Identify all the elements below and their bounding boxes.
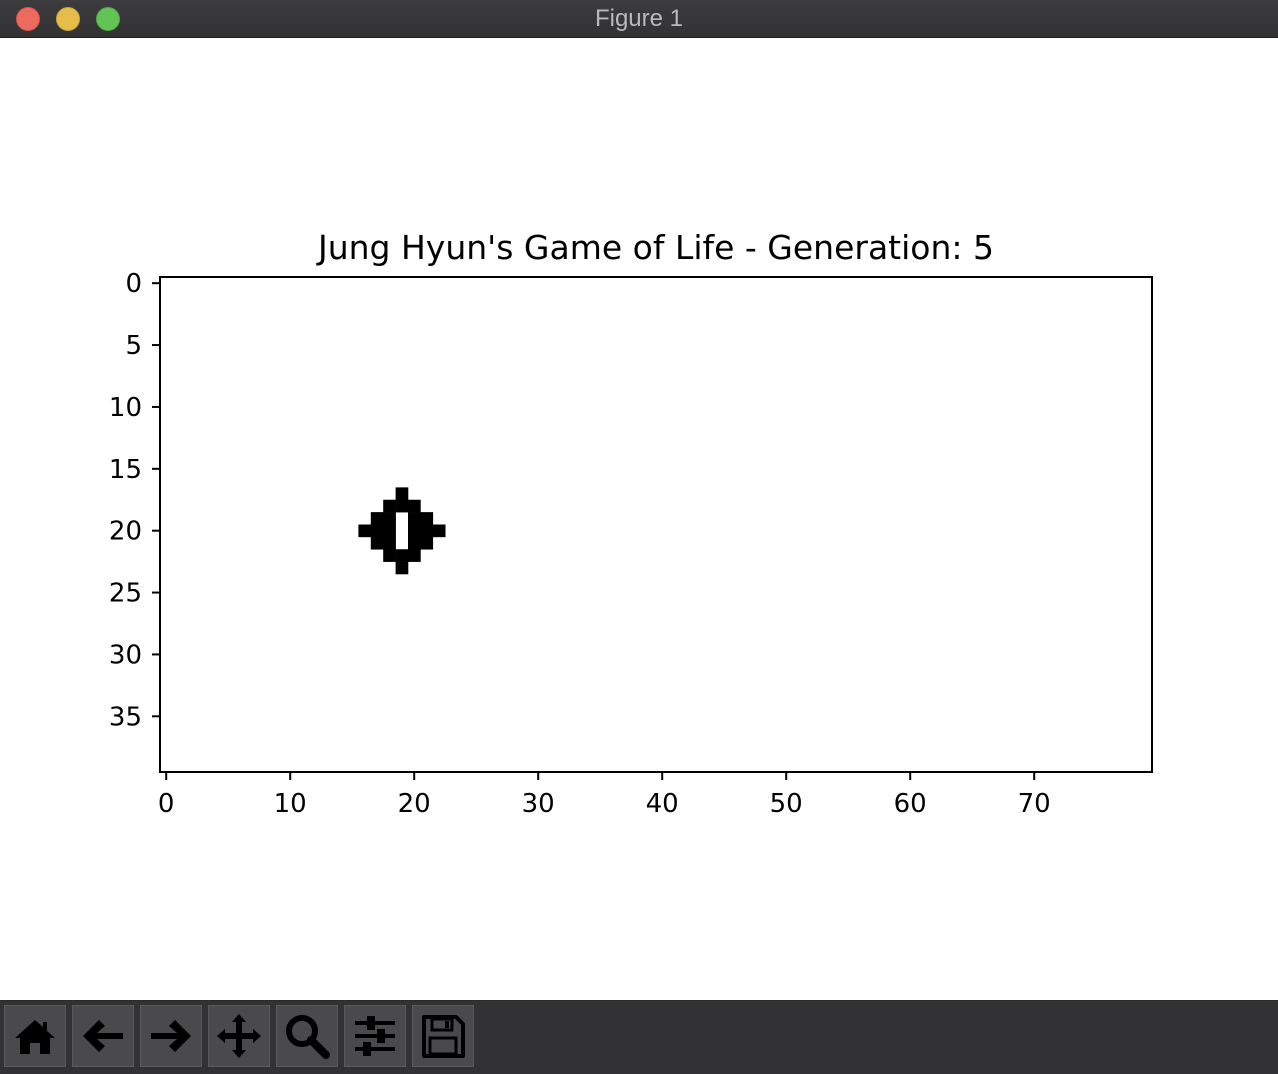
sliders-icon	[355, 1016, 395, 1056]
y-tick-label: 20	[109, 517, 142, 547]
arrow-left-icon	[83, 1020, 123, 1052]
chart-title: Jung Hyun's Game of Life - Generation: 5	[316, 228, 994, 267]
move-icon	[217, 1014, 261, 1058]
configure-subplots-button[interactable]	[344, 1005, 406, 1067]
live-cell	[420, 524, 434, 538]
live-cell	[395, 499, 409, 513]
live-cell	[370, 524, 384, 538]
home-button[interactable]	[4, 1005, 66, 1067]
navigation-toolbar	[0, 1000, 1278, 1074]
x-tick-label: 40	[646, 789, 679, 819]
live-cell	[408, 549, 421, 562]
window-title: Figure 1	[594, 5, 684, 32]
live-cell	[370, 536, 384, 550]
live-cell	[395, 561, 409, 575]
live-cell	[383, 549, 396, 562]
y-tick-label: 35	[109, 702, 142, 732]
live-cell	[408, 499, 421, 513]
zoom-button[interactable]	[276, 1005, 338, 1067]
live-cell	[395, 549, 409, 562]
y-tick-label: 10	[109, 393, 142, 423]
live-cell	[420, 512, 434, 525]
y-tick-label: 25	[109, 579, 142, 609]
live-cell	[383, 512, 396, 525]
arrow-right-icon	[151, 1020, 191, 1052]
x-tick-label: 20	[398, 789, 431, 819]
title-bar[interactable]: Figure 1	[0, 0, 1278, 38]
forward-button[interactable]	[140, 1005, 202, 1067]
maximize-window-button[interactable]	[96, 7, 120, 31]
magnifier-icon	[286, 1015, 330, 1059]
axes-frame	[159, 276, 1153, 773]
y-tick-label: 0	[125, 269, 142, 299]
plot-area	[160, 277, 1152, 772]
home-icon	[15, 1020, 55, 1054]
x-tick-label: 50	[770, 789, 803, 819]
y-tick-label: 5	[125, 331, 142, 361]
live-cell	[383, 536, 396, 550]
live-cell	[420, 536, 434, 550]
live-cell	[432, 524, 446, 538]
live-cell	[383, 524, 396, 538]
live-cell	[408, 512, 421, 525]
live-cell	[370, 512, 384, 525]
live-cell	[383, 499, 396, 513]
floppy-disk-icon	[422, 1015, 465, 1058]
x-tick-label: 70	[1018, 789, 1051, 819]
minimize-window-button[interactable]	[56, 7, 80, 31]
back-button[interactable]	[72, 1005, 134, 1067]
y-tick-label: 30	[109, 640, 142, 670]
save-button[interactable]	[412, 1005, 474, 1067]
close-window-button[interactable]	[16, 7, 40, 31]
y-tick-label: 15	[109, 455, 142, 485]
x-tick-label: 60	[894, 789, 927, 819]
live-cell	[408, 524, 421, 538]
live-cell	[408, 536, 421, 550]
x-tick-label: 30	[522, 789, 555, 819]
live-cell	[395, 487, 409, 501]
live-cell	[358, 524, 372, 538]
plot-svg: Jung Hyun's Game of Life - Generation: 5…	[109, 228, 1153, 819]
x-tick-label: 0	[158, 789, 175, 819]
x-tick-label: 10	[274, 789, 307, 819]
pan-button[interactable]	[208, 1005, 270, 1067]
figure-canvas[interactable]: Jung Hyun's Game of Life - Generation: 5…	[0, 39, 1278, 1000]
